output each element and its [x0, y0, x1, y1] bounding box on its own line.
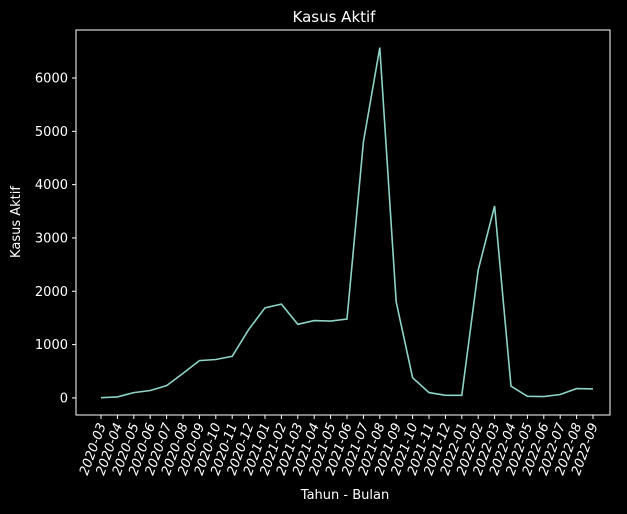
y-axis: 0 1000 2000 3000 4000 5000 6000 — [35, 71, 76, 406]
plot-frame — [75, 29, 611, 416]
y-tick-label: 6000 — [35, 71, 68, 86]
y-tick-label: 4000 — [35, 178, 68, 193]
series-line — [100, 47, 594, 399]
y-tick-label: 5000 — [35, 125, 68, 140]
x-axis-title: Tahun - Bulan — [300, 488, 389, 503]
chart-title: Kasus Aktif — [293, 8, 377, 26]
y-tick-label: 2000 — [35, 285, 68, 300]
y-tick-label: 1000 — [35, 338, 68, 353]
y-tick-label: 0 — [60, 391, 68, 406]
y-axis-title: Kasus Aktif — [9, 186, 24, 258]
y-tick-label: 3000 — [35, 231, 68, 246]
